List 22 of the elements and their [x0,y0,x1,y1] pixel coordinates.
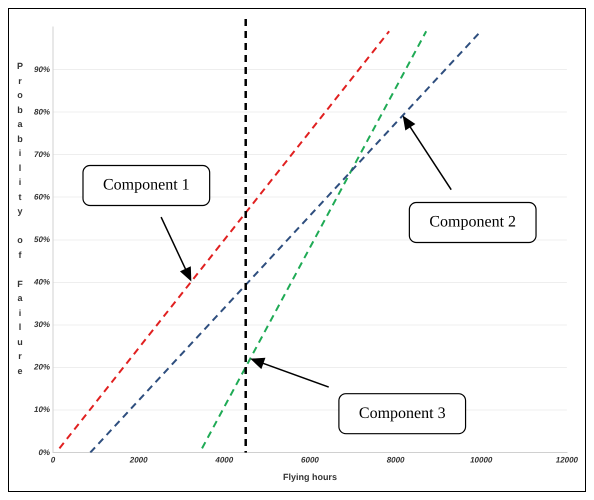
x-tick-label: 12000 [556,456,579,465]
y-tick-label: 0% [38,448,50,457]
x-tick-label: 2000 [128,456,148,465]
y-tick-label: 20% [32,362,50,372]
annotation: Component 2 [429,214,516,231]
annotation: Component 3 [358,404,446,422]
x-tick-label: 8000 [386,456,406,465]
y-tick-label: 10% [34,405,50,414]
y-tick-label: 30% [34,320,50,330]
y-tick-label: 40% [32,278,50,287]
y-tick-label: 80% [34,107,50,116]
x-tick-label: 0 [50,456,56,465]
y-tick-label: 50% [34,235,50,244]
y-tick-label: 60% [34,192,50,202]
y-tick-label: 70% [34,150,50,159]
x-tick-label: 6000 [301,456,320,465]
y-tick-label: 90% [34,64,50,74]
x-tick-label: 4000 [214,456,234,465]
annotation: Component 1 [102,176,190,194]
x-tick-label: 10000 [470,456,493,465]
text: Probability of Failure [16,61,23,376]
x-axis-title: Flying hours [282,472,337,482]
